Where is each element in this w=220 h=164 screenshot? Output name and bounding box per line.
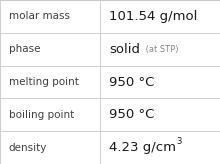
Text: 101.54 g/mol: 101.54 g/mol <box>109 10 197 23</box>
Text: phase: phase <box>9 44 40 54</box>
Text: boiling point: boiling point <box>9 110 74 120</box>
Text: 4.23 g/cm: 4.23 g/cm <box>109 141 176 154</box>
Text: 950 °C: 950 °C <box>109 75 154 89</box>
Text: density: density <box>9 143 47 153</box>
Text: 950 °C: 950 °C <box>109 108 154 121</box>
Text: (at STP): (at STP) <box>143 45 178 54</box>
Text: solid: solid <box>109 43 140 56</box>
Text: melting point: melting point <box>9 77 79 87</box>
Text: molar mass: molar mass <box>9 11 70 21</box>
Text: 3: 3 <box>177 137 182 145</box>
